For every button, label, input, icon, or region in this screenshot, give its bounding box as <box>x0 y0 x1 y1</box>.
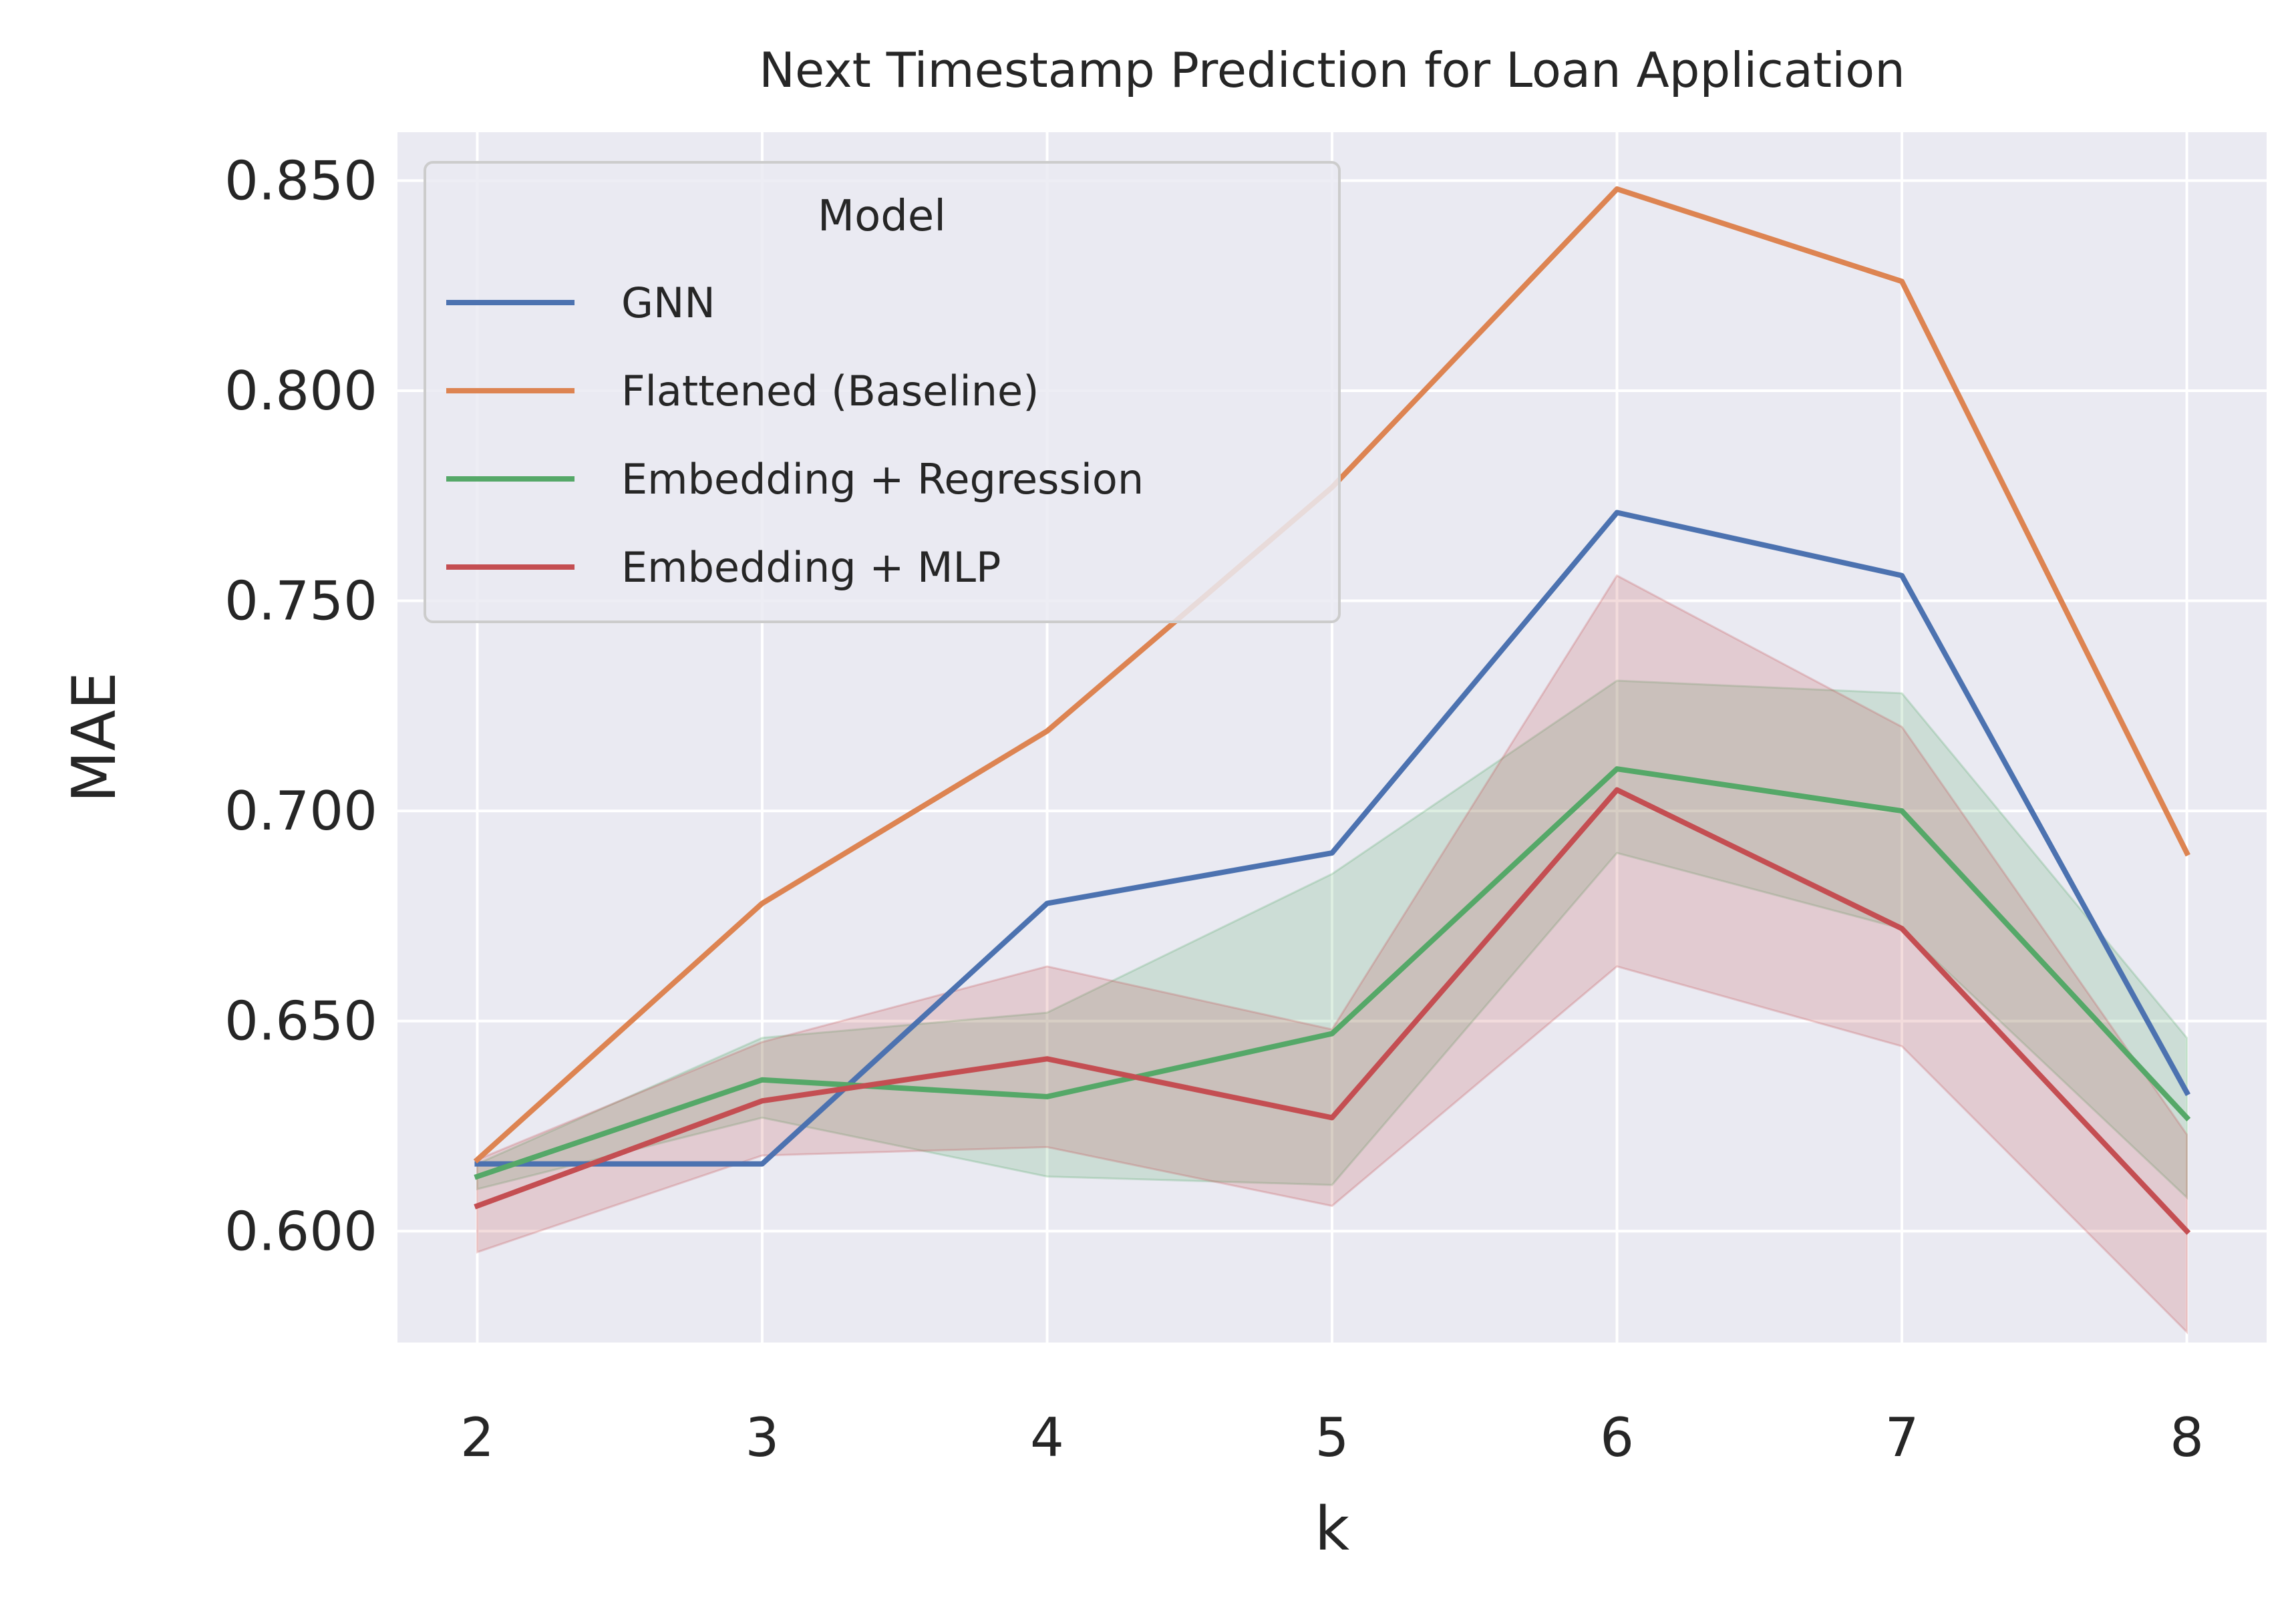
y-tick-label: 0.600 <box>224 1200 377 1262</box>
series-line <box>474 787 2191 1235</box>
legend-entry-label: Embedding + MLP <box>621 543 1001 592</box>
x-axis-label: k <box>1315 1494 1349 1564</box>
legend-box <box>424 161 1341 623</box>
x-tick-label: 3 <box>745 1407 779 1469</box>
confidence-band <box>476 679 2188 1200</box>
x-tick-labels: 2 3 4 5 6 7 8 <box>460 1407 2204 1469</box>
chart-title: Next Timestamp Prediction for Loan Appli… <box>759 42 1905 98</box>
series-line <box>474 766 2191 1180</box>
y-tick-label: 0.800 <box>224 360 377 422</box>
legend-items: GNN Flattened (Baseline) Embedding + Regre… <box>446 279 1144 592</box>
confidence-band <box>476 574 2188 1334</box>
legend-entry-label: GNN <box>621 279 715 327</box>
legend: Model GNN Flattened (Baseline) Embedding +… <box>424 161 1341 623</box>
y-tick-label: 0.850 <box>224 150 377 212</box>
legend-entry-label: Embedding + Regression <box>621 455 1144 504</box>
x-tick-label: 5 <box>1315 1407 1349 1469</box>
legend-entry-label: Flattened (Baseline) <box>621 367 1039 415</box>
x-tick-label: 7 <box>1885 1407 1919 1469</box>
x-tick-label: 2 <box>460 1407 494 1469</box>
y-tick-label: 0.750 <box>224 570 377 633</box>
y-tick-label: 0.700 <box>224 780 377 842</box>
y-tick-labels: 0.600 0.650 0.700 0.750 0.800 0.850 <box>224 150 377 1262</box>
x-tick-label: 8 <box>2170 1407 2204 1469</box>
y-tick-label: 0.650 <box>224 991 377 1053</box>
confidence-bands <box>476 574 2188 1334</box>
y-axis-label: MAE <box>59 672 130 803</box>
x-tick-label: 6 <box>1600 1407 1634 1469</box>
series-line <box>474 510 2191 1167</box>
legend-title: Model <box>818 192 946 241</box>
x-tick-label: 4 <box>1030 1407 1064 1469</box>
